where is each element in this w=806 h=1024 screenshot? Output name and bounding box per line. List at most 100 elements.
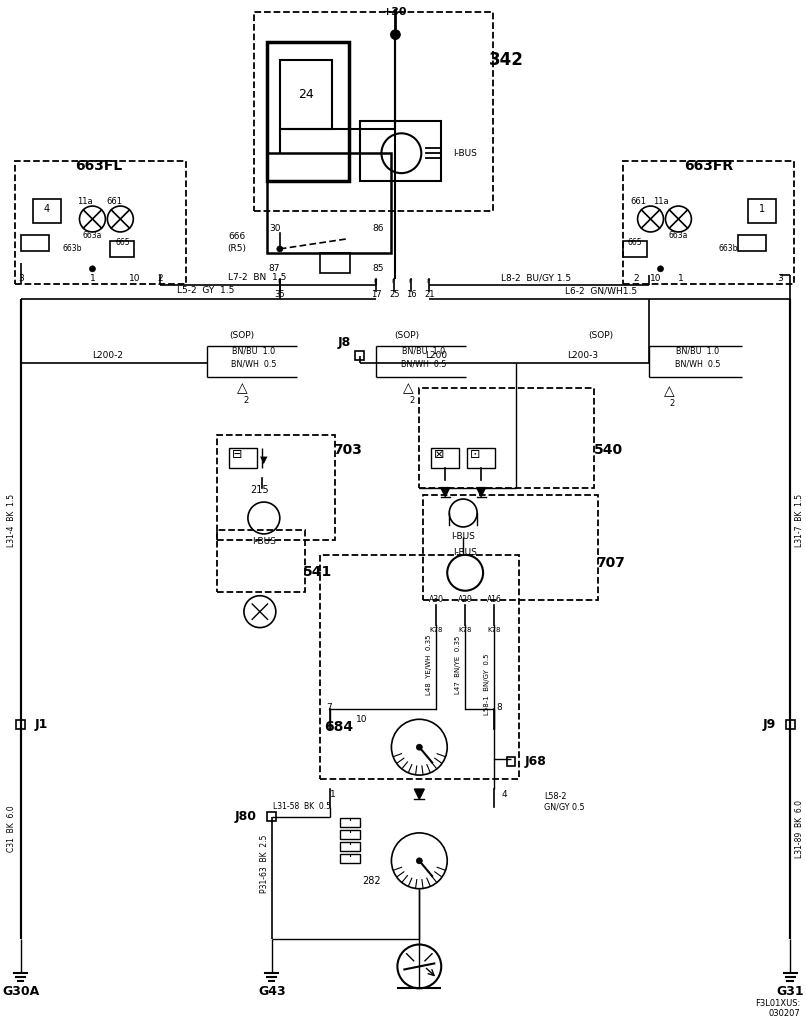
- Text: G43: G43: [258, 985, 285, 997]
- Text: G31: G31: [776, 985, 804, 997]
- Text: 2: 2: [409, 396, 415, 404]
- Text: (SOP): (SOP): [588, 331, 613, 340]
- Text: BN/BU  1.0: BN/BU 1.0: [232, 346, 276, 355]
- Text: F: F: [426, 280, 430, 285]
- Bar: [339, 829, 359, 839]
- Text: P31-63  BK  2.5: P31-63 BK 2.5: [260, 835, 269, 893]
- Circle shape: [417, 744, 422, 751]
- Text: L31-4  BK  1.5: L31-4 BK 1.5: [7, 494, 16, 547]
- Text: 1: 1: [89, 274, 95, 284]
- Circle shape: [276, 246, 283, 252]
- Text: 11a: 11a: [77, 197, 92, 206]
- Text: 11a: 11a: [653, 197, 668, 206]
- Bar: [229, 449, 257, 468]
- Text: I-BUS: I-BUS: [453, 549, 477, 557]
- Text: 25: 25: [389, 290, 400, 299]
- Circle shape: [658, 266, 663, 271]
- Text: J1: J1: [35, 718, 48, 731]
- Text: 661: 661: [630, 197, 646, 206]
- Text: ⊠: ⊠: [434, 449, 445, 461]
- Bar: [320, 253, 350, 272]
- Text: L8-2  BU/GY 1.5: L8-2 BU/GY 1.5: [501, 273, 571, 283]
- Text: 663b: 663b: [63, 245, 82, 253]
- Text: 2: 2: [634, 274, 639, 284]
- Text: 663FR: 663FR: [683, 159, 733, 173]
- Text: 215: 215: [251, 485, 269, 495]
- Text: L6-2  GN/WH1.5: L6-2 GN/WH1.5: [565, 287, 637, 295]
- Text: 35: 35: [275, 290, 285, 299]
- Text: G30A: G30A: [2, 985, 39, 997]
- Text: (R5): (R5): [227, 245, 246, 253]
- Bar: [748, 199, 776, 223]
- Text: 86: 86: [372, 224, 384, 233]
- Text: L47  BN/YE  0.35: L47 BN/YE 0.35: [455, 635, 461, 693]
- Text: I-BUS: I-BUS: [252, 538, 276, 547]
- Text: 85: 85: [372, 264, 384, 273]
- Bar: [16, 720, 25, 729]
- Text: 2: 2: [243, 396, 248, 404]
- Text: +30: +30: [383, 7, 408, 16]
- Text: (SOP): (SOP): [230, 331, 255, 340]
- Text: L31-89  BK  6.0: L31-89 BK 6.0: [795, 800, 804, 858]
- Text: 666: 666: [229, 232, 246, 242]
- Text: 703: 703: [333, 443, 362, 457]
- Circle shape: [417, 858, 422, 864]
- Text: 663FL: 663FL: [75, 159, 122, 173]
- Text: 10: 10: [355, 715, 368, 724]
- Text: 663a: 663a: [669, 231, 688, 241]
- Text: 3: 3: [18, 274, 23, 284]
- Bar: [15, 161, 186, 284]
- Bar: [33, 199, 60, 223]
- Text: J9: J9: [762, 718, 776, 731]
- Text: 7: 7: [326, 702, 332, 712]
- Bar: [339, 818, 359, 827]
- Text: 1: 1: [330, 790, 335, 799]
- Text: 541: 541: [303, 565, 332, 579]
- Bar: [217, 530, 305, 592]
- Text: L31-58  BK  0.5: L31-58 BK 0.5: [272, 803, 330, 811]
- Text: L58-1  BN/GY  0.5: L58-1 BN/GY 0.5: [484, 653, 490, 715]
- Text: (SOP): (SOP): [394, 331, 419, 340]
- Text: 663b: 663b: [719, 245, 738, 253]
- Bar: [622, 241, 646, 257]
- Text: 8: 8: [496, 702, 502, 712]
- Text: 87: 87: [269, 264, 280, 273]
- Bar: [738, 234, 767, 251]
- Text: K78: K78: [488, 627, 501, 633]
- Bar: [21, 234, 48, 251]
- Text: △: △: [403, 381, 414, 395]
- Text: BN/BU  1.0: BN/BU 1.0: [675, 346, 719, 355]
- Text: GN/GY 0.5: GN/GY 0.5: [544, 803, 584, 811]
- Text: J8: J8: [338, 336, 351, 349]
- Text: BN/WH  0.5: BN/WH 0.5: [675, 359, 720, 368]
- Polygon shape: [441, 487, 450, 497]
- Text: A30: A30: [429, 595, 444, 604]
- Text: I-BUS: I-BUS: [451, 532, 475, 542]
- Bar: [419, 388, 594, 488]
- Bar: [467, 449, 495, 468]
- Bar: [786, 720, 795, 729]
- Text: 17: 17: [371, 290, 382, 299]
- Bar: [254, 11, 493, 211]
- Polygon shape: [476, 487, 485, 497]
- Text: BN/BU  1.0: BN/BU 1.0: [401, 346, 445, 355]
- Text: I-BUS: I-BUS: [453, 148, 477, 158]
- Bar: [268, 812, 276, 821]
- Text: K78: K78: [430, 627, 443, 633]
- Bar: [339, 842, 359, 851]
- Text: J68: J68: [525, 755, 546, 768]
- Text: 24: 24: [298, 88, 314, 101]
- Text: L7-2  BN  1.5: L7-2 BN 1.5: [227, 273, 286, 283]
- Text: 661: 661: [106, 197, 123, 206]
- Text: 2: 2: [670, 399, 675, 408]
- Text: F: F: [277, 280, 280, 285]
- Text: J80: J80: [235, 810, 257, 823]
- Circle shape: [390, 30, 401, 40]
- Text: F: F: [392, 280, 395, 285]
- Text: 4: 4: [501, 790, 507, 799]
- Text: 282: 282: [362, 876, 380, 886]
- Bar: [423, 495, 598, 600]
- Bar: [359, 121, 441, 181]
- Bar: [280, 59, 331, 129]
- Text: F: F: [374, 280, 377, 285]
